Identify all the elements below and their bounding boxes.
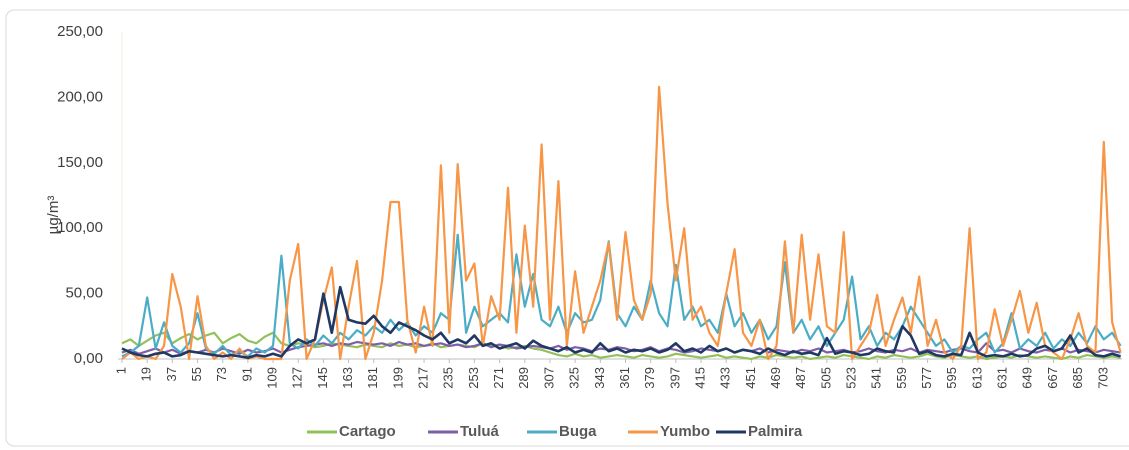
- x-tick-label: 361: [617, 367, 632, 389]
- x-tick-label: 523: [844, 367, 859, 389]
- x-tick-label: 163: [340, 367, 355, 389]
- y-tick-label: 150,00: [57, 154, 103, 171]
- series-line: [121, 233, 1122, 358]
- x-tick-label: 181: [365, 367, 380, 389]
- x-tick-label: 91: [239, 367, 254, 381]
- x-tick-label: 703: [1095, 367, 1110, 389]
- x-tick-label: 199: [390, 367, 405, 389]
- legend-label: Tuluá: [460, 423, 500, 440]
- x-tick-label: 325: [567, 367, 582, 389]
- x-tick-label: 415: [692, 367, 707, 389]
- x-tick-label: 577: [919, 367, 934, 389]
- x-tick-label: 145: [315, 367, 330, 389]
- x-tick-label: 541: [869, 367, 884, 389]
- x-tick-label: 343: [592, 367, 607, 389]
- series-line: [121, 85, 1122, 361]
- y-axis-label: µg/m³: [45, 196, 62, 235]
- y-tick-label: 50,00: [65, 285, 103, 302]
- series-line: [121, 340, 1121, 355]
- x-tick-label: 613: [969, 367, 984, 389]
- x-tick-label: 685: [1070, 367, 1085, 389]
- x-tick-label: 217: [416, 367, 431, 389]
- x-tick-label: 649: [1020, 367, 1035, 389]
- x-tick-label: 631: [995, 367, 1010, 389]
- x-tick-label: 505: [818, 367, 833, 389]
- legend-label: Palmira: [748, 423, 803, 440]
- x-tick-label: 73: [214, 367, 229, 381]
- x-tick-label: 37: [164, 367, 179, 381]
- x-tick-label: 451: [743, 367, 758, 389]
- x-tick-label: 55: [189, 367, 204, 381]
- x-tick-label: 487: [793, 367, 808, 389]
- x-tick-label: 289: [516, 367, 531, 389]
- y-tick-label: 200,00: [57, 88, 103, 105]
- series-line: [121, 285, 1121, 360]
- legend-label: Cartago: [339, 423, 396, 440]
- x-tick-label: 667: [1045, 367, 1060, 389]
- x-tick-label: 379: [642, 367, 657, 389]
- x-tick-label: 595: [944, 367, 959, 389]
- x-tick-label: 469: [768, 367, 783, 389]
- x-tick-label: 253: [466, 367, 481, 389]
- x-tick-label: 19: [139, 367, 154, 381]
- x-tick-label: 109: [264, 367, 279, 389]
- y-tick-label: 100,00: [57, 219, 103, 236]
- x-tick-label: 235: [441, 367, 456, 389]
- legend-label: Yumbo: [660, 423, 710, 440]
- x-tick-label: 397: [667, 367, 682, 389]
- x-tick-label: 271: [491, 367, 506, 389]
- x-tick-label: 559: [894, 367, 909, 389]
- legend-label: Buga: [559, 423, 597, 440]
- x-tick-label: 307: [541, 367, 556, 389]
- x-tick-label: 433: [718, 367, 733, 389]
- x-tick-label: 127: [290, 367, 305, 389]
- y-tick-label: 250,00: [57, 23, 103, 40]
- x-tick-label: 1: [113, 367, 128, 374]
- card: [5, 9, 1129, 447]
- y-tick-label: 0,00: [74, 350, 103, 367]
